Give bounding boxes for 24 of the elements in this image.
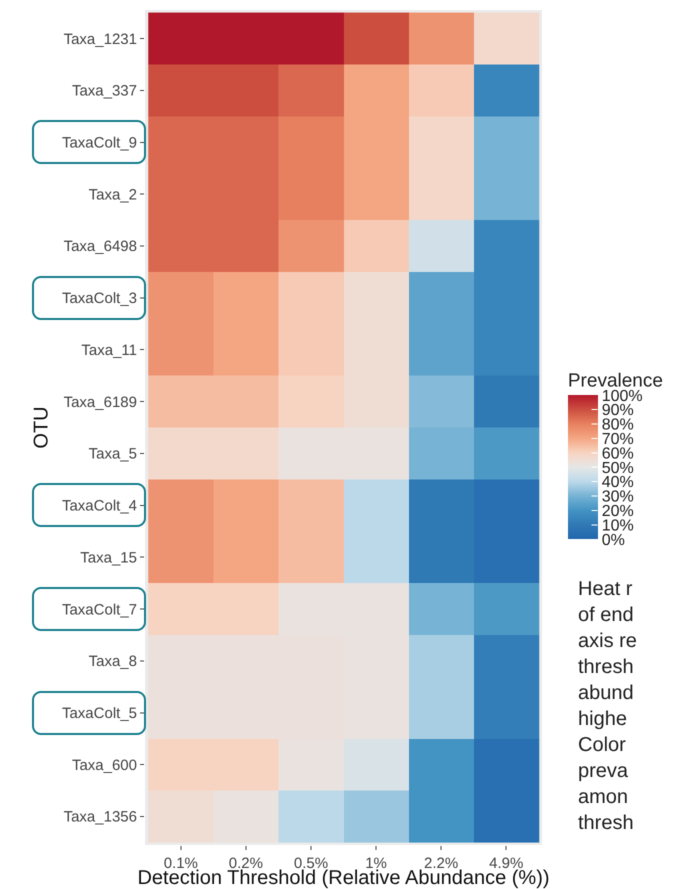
y-tick-label: Taxa_8 bbox=[88, 653, 137, 670]
y-tick-label: Taxa_6189 bbox=[64, 394, 137, 411]
color-bar-label: 0% bbox=[602, 532, 625, 549]
color-bar-label: 50% bbox=[602, 460, 634, 477]
y-tick-label: Taxa_15 bbox=[80, 549, 137, 566]
y-tick-label: TaxaColt_5 bbox=[62, 705, 137, 722]
y-axis-title: OTU bbox=[30, 406, 52, 449]
y-tick-label: Taxa_337 bbox=[72, 82, 137, 100]
y-tick-label: TaxaColt_3 bbox=[62, 290, 137, 308]
y-tick-label: Taxa_6498 bbox=[64, 238, 137, 256]
y-tick-label: Taxa_11 bbox=[81, 342, 137, 359]
y-tick-label: Taxa_1231 bbox=[64, 30, 137, 48]
y-tick-label: TaxaColt_9 bbox=[62, 134, 137, 152]
y-tick-label: Taxa_600 bbox=[72, 756, 137, 774]
color-bar-label: 90% bbox=[602, 402, 634, 420]
y-tick-label: Taxa_2 bbox=[88, 186, 137, 204]
y-tick-label: TaxaColt_4 bbox=[62, 498, 137, 515]
color-bar-label: 40% bbox=[602, 474, 634, 492]
text: Heat r of end axis re thresh abund highe Color preva amon thresh bbox=[578, 578, 637, 834]
color-bar-label: 80% bbox=[602, 416, 634, 434]
color-bar-label: 30% bbox=[602, 488, 634, 506]
y-tick-label: Taxa_1356 bbox=[64, 808, 137, 826]
y-tick-label: TaxaColt_7 bbox=[62, 601, 137, 618]
y-tick-label: Taxa_5 bbox=[88, 446, 137, 463]
